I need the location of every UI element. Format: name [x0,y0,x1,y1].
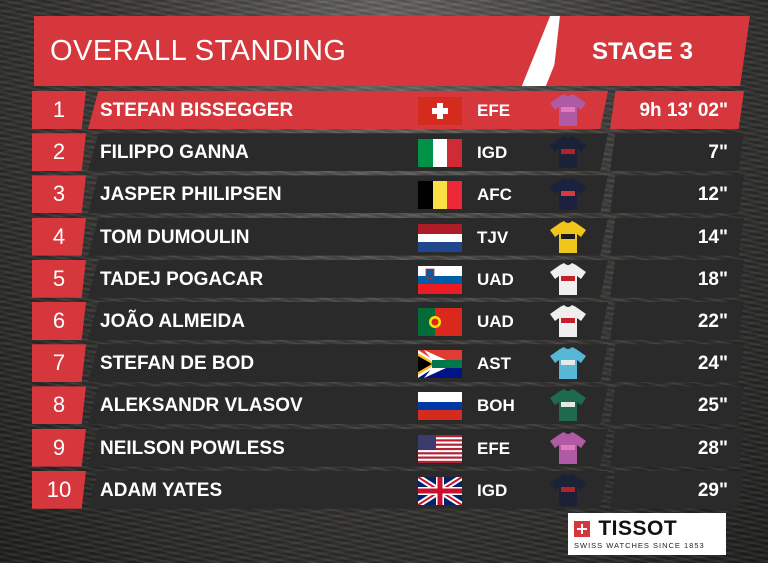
team-code: AFC [477,185,512,205]
position-number: 1 [32,91,86,129]
position-number: 8 [32,386,86,425]
time-gap: 24" [697,353,728,375]
table-row: 6 JOÃO ALMEIDA UAD 22" [32,302,744,340]
time-gap: 9h 13' 02" [639,100,728,121]
table-row: 1 STEFAN BISSEGGER EFE 9h 13' 02" [32,91,744,129]
time-gap: 7" [708,142,728,164]
time-cell [610,259,744,298]
name-cell [88,133,608,172]
position-number: 4 [32,217,86,256]
time-cell [610,91,744,129]
jersey-icon [550,347,586,380]
time-cell [610,217,744,256]
time-cell [610,302,744,340]
flag-icon [418,181,462,210]
name-cell [88,91,608,129]
flag-icon [418,308,462,336]
rider-name: TOM DUMOULIN [100,226,250,248]
table-row: 5 TADEJ POGACAR UAD 18" [32,259,744,298]
flag-icon [418,265,462,294]
time-gap: 22" [697,311,728,332]
team-code: AST [477,354,511,374]
time-cell [610,470,744,509]
time-gap: 12" [697,184,728,206]
name-cell [88,386,608,425]
rider-name: JOÃO ALMEIDA [100,311,245,332]
time-gap: 25" [697,395,728,417]
table-row: 3 JASPER PHILIPSEN AFC 12" [32,175,744,214]
rider-name: ADAM YATES [100,479,223,501]
position-number: 10 [32,470,86,509]
team-code: IGD [477,480,508,500]
flag-icon [418,223,462,252]
jersey-icon [550,178,586,211]
table-row: 7 STEFAN DE BOD AST 24" [32,344,744,383]
flag-icon [416,474,464,508]
flag-icon [418,392,462,421]
page-title: OVERALL STANDING [50,35,347,67]
jersey-icon [550,389,586,422]
position-number: 3 [32,175,86,214]
time-cell [610,386,744,425]
team-code: TJV [477,227,509,247]
position-number: 2 [32,133,86,172]
name-cell [88,175,608,214]
rider-name: STEFAN BISSEGGER [100,100,294,121]
sponsor-brand: TISSOT [598,517,678,540]
flag-icon [418,139,462,168]
position-number: 9 [32,428,86,467]
team-code: BOH [477,396,515,416]
jersey-icon [550,220,586,253]
rider-name: STEFAN DE BOD [100,353,255,375]
time-gap: 18" [697,268,728,290]
table-row: 2 FILIPPO GANNA IGD 7" [32,133,744,172]
team-code: UAD [477,312,514,331]
time-gap: 29" [697,479,728,501]
table-row: 4 TOM DUMOULIN TJV 14" [32,217,744,256]
time-cell [610,344,744,383]
flag-icon [418,97,462,125]
time-cell [610,428,744,467]
jersey-icon [550,431,586,464]
time-gap: 14" [697,226,728,248]
position-number: 6 [32,302,86,340]
rider-name: NEILSON POWLESS [100,437,285,459]
position-number: 7 [32,344,86,383]
time-cell [610,133,744,172]
rider-name: TADEJ POGACAR [100,268,264,290]
stage-banner [552,16,750,86]
name-cell [88,428,608,467]
team-code: EFE [477,101,511,120]
rider-name: ALEKSANDR VLASOV [100,395,303,417]
jersey-icon [550,305,586,337]
name-cell [88,217,608,256]
sponsor-tagline: SWISS WATCHES SINCE 1853 [574,541,705,550]
stage-label: STAGE 3 [592,38,693,65]
team-code: EFE [477,438,511,458]
jersey-icon [550,94,586,126]
rider-name: JASPER PHILIPSEN [100,184,282,206]
time-gap: 28" [697,437,728,459]
table-row: 9 NEILSON POWLESS EFE 28" [32,428,744,467]
jersey-icon [550,262,586,295]
team-code: UAD [477,269,514,289]
table-row: 10 ADAM YATES IGD 29" [32,470,744,509]
swiss-cross-icon [574,521,590,537]
flag-icon [418,350,462,379]
team-code: IGD [477,143,508,163]
time-cell [610,175,744,214]
flag-icon [418,434,462,463]
jersey-icon [550,136,586,169]
jersey-icon [550,473,586,506]
table-row: 8 ALEKSANDR VLASOV BOH 25" [32,386,744,425]
rider-name: FILIPPO GANNA [100,142,249,164]
name-cell [88,470,608,509]
position-number: 5 [32,259,86,298]
name-cell [88,302,608,340]
name-cell [88,344,608,383]
name-cell [88,259,608,298]
sponsor-logo: TISSOT SWISS WATCHES SINCE 1853 [568,513,726,555]
